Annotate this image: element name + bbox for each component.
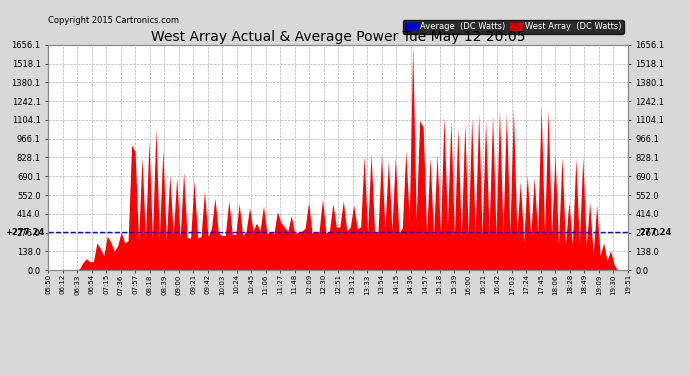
Text: 277.24: 277.24 [640,228,672,237]
Title: West Array Actual & Average Power Tue May 12 20:05: West Array Actual & Average Power Tue Ma… [151,30,525,44]
Text: Copyright 2015 Cartronics.com: Copyright 2015 Cartronics.com [48,16,179,25]
Legend: Average  (DC Watts), West Array  (DC Watts): Average (DC Watts), West Array (DC Watts… [403,20,624,34]
Text: +277.24: +277.24 [5,228,44,237]
